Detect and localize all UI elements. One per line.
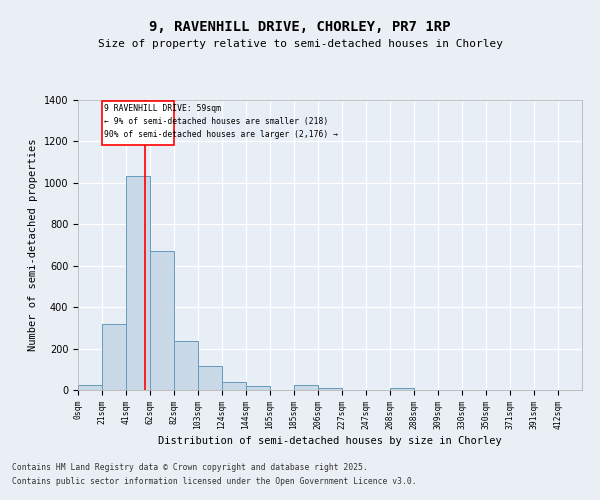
Text: Contains public sector information licensed under the Open Government Licence v3: Contains public sector information licen…: [12, 478, 416, 486]
Bar: [102, 324, 126, 390]
Bar: [78, 385, 102, 390]
FancyBboxPatch shape: [102, 101, 174, 144]
Bar: [150, 251, 174, 390]
Bar: [318, 388, 342, 390]
X-axis label: Distribution of semi-detached houses by size in Chorley: Distribution of semi-detached houses by …: [158, 436, 502, 446]
Text: Size of property relative to semi-detached houses in Chorley: Size of property relative to semi-detach…: [97, 39, 503, 49]
Y-axis label: Number of semi-detached properties: Number of semi-detached properties: [28, 138, 38, 352]
Text: Contains HM Land Registry data © Crown copyright and database right 2025.: Contains HM Land Registry data © Crown c…: [12, 462, 368, 471]
Bar: [246, 386, 270, 390]
Bar: [294, 386, 318, 390]
Bar: [390, 388, 414, 390]
Bar: [222, 382, 246, 390]
Text: 9, RAVENHILL DRIVE, CHORLEY, PR7 1RP: 9, RAVENHILL DRIVE, CHORLEY, PR7 1RP: [149, 20, 451, 34]
Text: 90% of semi-detached houses are larger (2,176) →: 90% of semi-detached houses are larger (…: [104, 130, 338, 140]
Bar: [126, 176, 150, 390]
Text: 9 RAVENHILL DRIVE: 59sqm: 9 RAVENHILL DRIVE: 59sqm: [104, 104, 221, 112]
Text: ← 9% of semi-detached houses are smaller (218): ← 9% of semi-detached houses are smaller…: [104, 117, 328, 126]
Bar: [174, 341, 198, 390]
Bar: [198, 366, 222, 390]
